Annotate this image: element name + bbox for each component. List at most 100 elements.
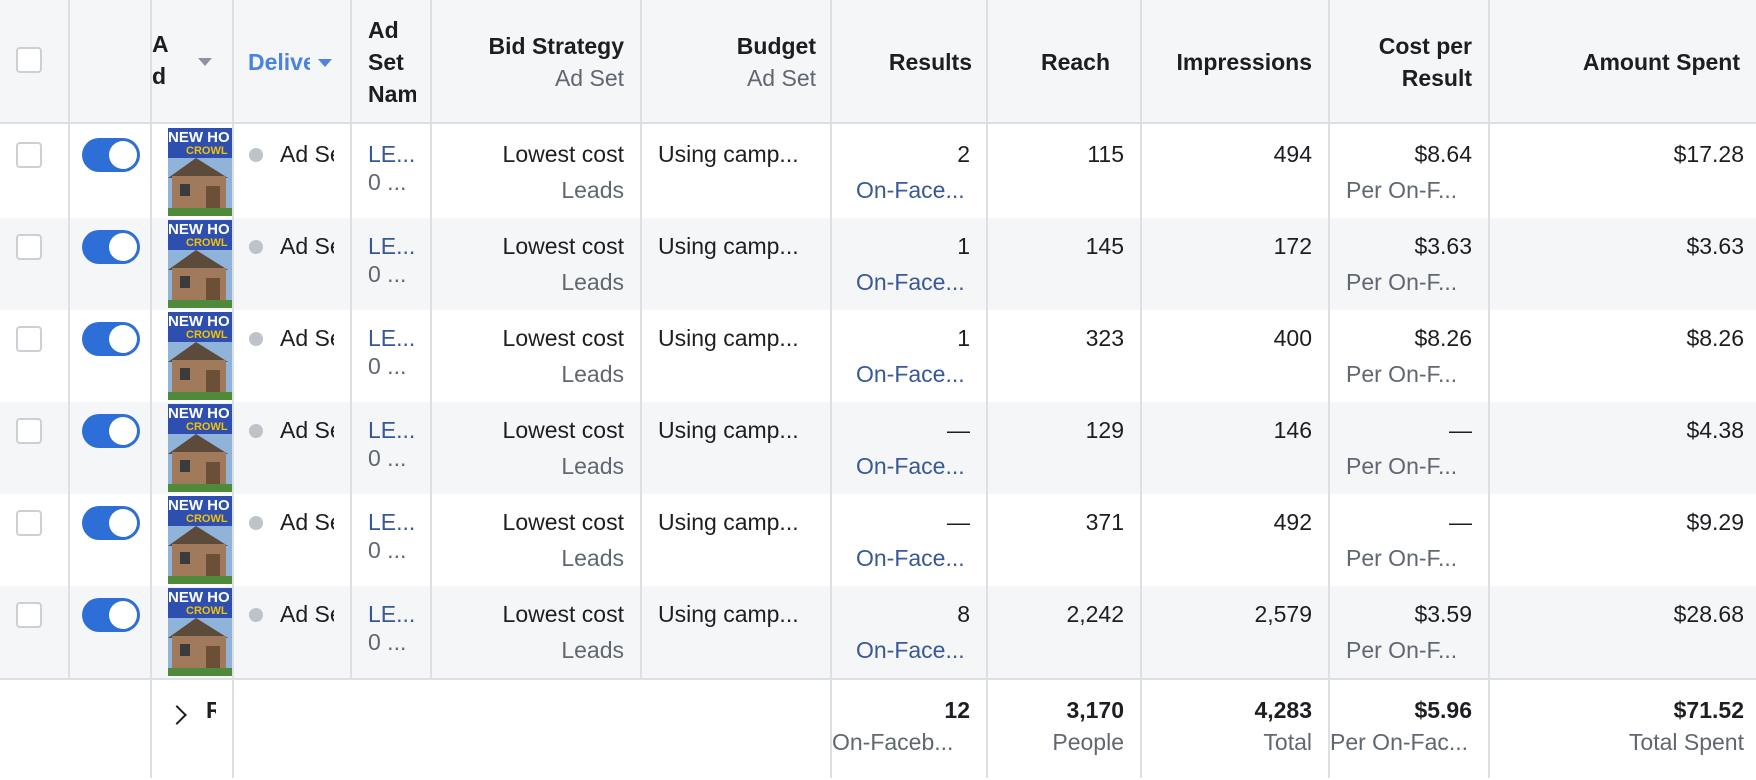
ad-set-name-link[interactable]: LE... xyxy=(368,141,416,167)
column-header-ad-name[interactable]: Ad Name xyxy=(152,28,232,98)
results-type-link[interactable]: On-Face... xyxy=(856,453,965,479)
ad-set-toggle[interactable] xyxy=(82,414,140,448)
row-checkbox[interactable] xyxy=(16,510,42,536)
summary-impressions: 4,283 xyxy=(1254,697,1312,723)
ad-set-name-link[interactable]: LE... xyxy=(368,601,416,627)
table-row[interactable]: NEW HO CROWL Ad Set Inactive LE... 0 ...… xyxy=(0,126,1756,218)
table-row[interactable]: NEW HO CROWL Ad Set Inactive LE... 0 ...… xyxy=(0,218,1756,310)
row-checkbox[interactable] xyxy=(16,602,42,628)
ad-set-name-sub: 0 ... xyxy=(368,169,407,195)
results-value: — xyxy=(947,417,970,443)
column-header-results[interactable]: Results xyxy=(832,46,988,80)
results-type-link[interactable]: On-Face... xyxy=(856,361,965,387)
table-row[interactable]: NEW HO CROWL Ad Set Inactive LE... 0 ...… xyxy=(0,310,1756,402)
column-header-budget[interactable]: Budget Ad Set xyxy=(642,30,832,100)
column-header-cost-per-result[interactable]: Cost per Result xyxy=(1330,30,1488,100)
budget-label: Budget xyxy=(736,33,816,59)
summary-results-sub: On-Faceb... xyxy=(832,729,954,755)
summary-impressions-sub: Total xyxy=(1263,729,1312,755)
results-type-link[interactable]: On-Face... xyxy=(856,637,965,663)
ad-set-name-sub: 0 ... xyxy=(368,261,407,287)
summary-cost-per-result-sub: Per On-Fac... xyxy=(1330,729,1469,755)
summary-reach-sub: People xyxy=(1052,729,1124,755)
ad-set-name-link[interactable]: LE... xyxy=(368,509,416,535)
select-all-checkbox[interactable] xyxy=(16,47,42,73)
row-checkbox[interactable] xyxy=(16,142,42,168)
reach-label: Reach xyxy=(1040,49,1110,75)
summary-expand-label[interactable]: Results xyxy=(206,697,216,723)
row-checkbox[interactable] xyxy=(16,326,42,352)
column-divider xyxy=(232,0,234,778)
bid-strategy-value: Lowest cost xyxy=(502,325,624,351)
ad-thumbnail-image xyxy=(168,220,232,308)
summary-amount-spent: $71.52 xyxy=(1673,697,1744,723)
column-divider xyxy=(1328,0,1330,778)
row-checkbox[interactable] xyxy=(16,234,42,260)
column-header-ad-set-name[interactable]: Ad Set Name xyxy=(368,14,416,114)
cost-per-result-label: Cost per Result xyxy=(1378,33,1472,91)
column-header-impressions[interactable]: Impressions xyxy=(1142,46,1328,80)
cost-per-result-sub: Per On-F... xyxy=(1346,545,1458,571)
bid-strategy-sub: Leads xyxy=(561,453,624,479)
column-header-amount-spent[interactable]: Amount Spent xyxy=(1490,46,1756,80)
column-header-delivery[interactable]: Delivery xyxy=(248,46,348,80)
bid-strategy-label: Bid Strategy xyxy=(488,33,624,59)
summary-amount-spent-sub: Total Spent xyxy=(1628,729,1744,755)
ad-set-toggle[interactable] xyxy=(82,506,140,540)
cost-per-result-sub: Per On-F... xyxy=(1346,453,1458,479)
column-divider xyxy=(1488,0,1490,778)
ad-thumbnail[interactable]: NEW HO CROWL xyxy=(168,312,232,400)
results-type-link[interactable]: On-Face... xyxy=(856,177,965,203)
column-divider xyxy=(68,0,70,680)
ad-set-name-link[interactable]: LE... xyxy=(368,233,416,259)
ad-set-name-link[interactable]: LE... xyxy=(368,417,416,443)
inactive-status-dot xyxy=(249,516,263,530)
bid-strategy-sub: Leads xyxy=(561,177,624,203)
results-type-link[interactable]: On-Face... xyxy=(856,545,965,571)
budget-value: Using camp... xyxy=(658,233,799,259)
ad-set-toggle[interactable] xyxy=(82,138,140,172)
row-checkbox[interactable] xyxy=(16,418,42,444)
ad-thumbnail[interactable]: NEW HO CROWL xyxy=(168,588,232,676)
inactive-status-dot xyxy=(249,424,263,438)
column-divider xyxy=(986,0,988,778)
impressions-label: Impressions xyxy=(1176,49,1313,75)
thumbnail-subline: CROWL xyxy=(186,145,228,157)
thumbnail-subline: CROWL xyxy=(186,421,228,433)
ad-thumbnail[interactable]: NEW HO CROWL xyxy=(168,496,232,584)
column-header-bid-strategy[interactable]: Bid Strategy Ad Set xyxy=(432,30,640,100)
delivery-status: Ad Set Inactive xyxy=(280,601,334,627)
budget-value: Using camp... xyxy=(658,509,799,535)
cost-per-result-value: — xyxy=(1449,509,1472,535)
table-row[interactable]: NEW HO CROWL Ad Set Inactive LE... 0 ...… xyxy=(0,402,1756,494)
ad-set-name-link[interactable]: LE... xyxy=(368,325,416,351)
ad-set-toggle[interactable] xyxy=(82,598,140,632)
chevron-right-icon[interactable] xyxy=(167,705,187,725)
cost-per-result-value: $3.59 xyxy=(1414,601,1472,627)
delivery-status: Ad Set Inactive xyxy=(280,417,334,443)
table-row[interactable]: NEW HO CROWL Ad Set Inactive LE... 0 ...… xyxy=(0,494,1756,586)
impressions-value: 494 xyxy=(1273,141,1312,167)
ad-set-name-sub: 0 ... xyxy=(368,445,407,471)
thumbnail-subline: CROWL xyxy=(186,605,228,617)
bid-strategy-sub: Leads xyxy=(561,269,624,295)
cost-per-result-sub: Per On-F... xyxy=(1346,269,1458,295)
table-row[interactable]: NEW HO CROWL Ad Set Inactive LE... 0 ...… xyxy=(0,586,1756,678)
reach-value: 2,242 xyxy=(1066,601,1124,627)
ad-thumbnail[interactable]: NEW HO CROWL xyxy=(168,404,232,492)
column-divider xyxy=(150,0,152,778)
inactive-status-dot xyxy=(249,608,263,622)
results-type-link[interactable]: On-Face... xyxy=(856,269,965,295)
ad-set-toggle[interactable] xyxy=(82,230,140,264)
ad-set-toggle[interactable] xyxy=(82,322,140,356)
delivery-status: Ad Set Inactive xyxy=(280,509,334,535)
reach-value: 145 xyxy=(1085,233,1124,259)
column-divider xyxy=(430,0,432,680)
ad-thumbnail[interactable]: NEW HO CROWL xyxy=(168,128,232,216)
thumbnail-headline: NEW HO xyxy=(168,497,230,514)
ad-thumbnail[interactable]: NEW HO CROWL xyxy=(168,220,232,308)
summary-row: Results 12 On-Faceb... 3,170 People 4,28… xyxy=(0,678,1756,780)
amount-spent-label: Amount Spent xyxy=(1582,49,1740,75)
ad-set-name-sub: 0 ... xyxy=(368,629,407,655)
column-header-reach[interactable]: Reach xyxy=(988,46,1126,80)
